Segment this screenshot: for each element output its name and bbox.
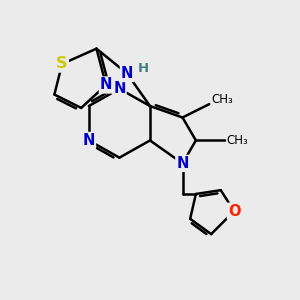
Text: S: S [56, 56, 68, 71]
Text: N: N [121, 66, 133, 81]
Text: N: N [113, 81, 126, 96]
Text: N: N [82, 133, 95, 148]
Text: H: H [138, 62, 149, 75]
Text: N: N [100, 77, 112, 92]
Text: CH₃: CH₃ [211, 93, 233, 106]
Text: N: N [176, 156, 189, 171]
Text: O: O [228, 204, 240, 219]
Text: CH₃: CH₃ [226, 134, 248, 147]
